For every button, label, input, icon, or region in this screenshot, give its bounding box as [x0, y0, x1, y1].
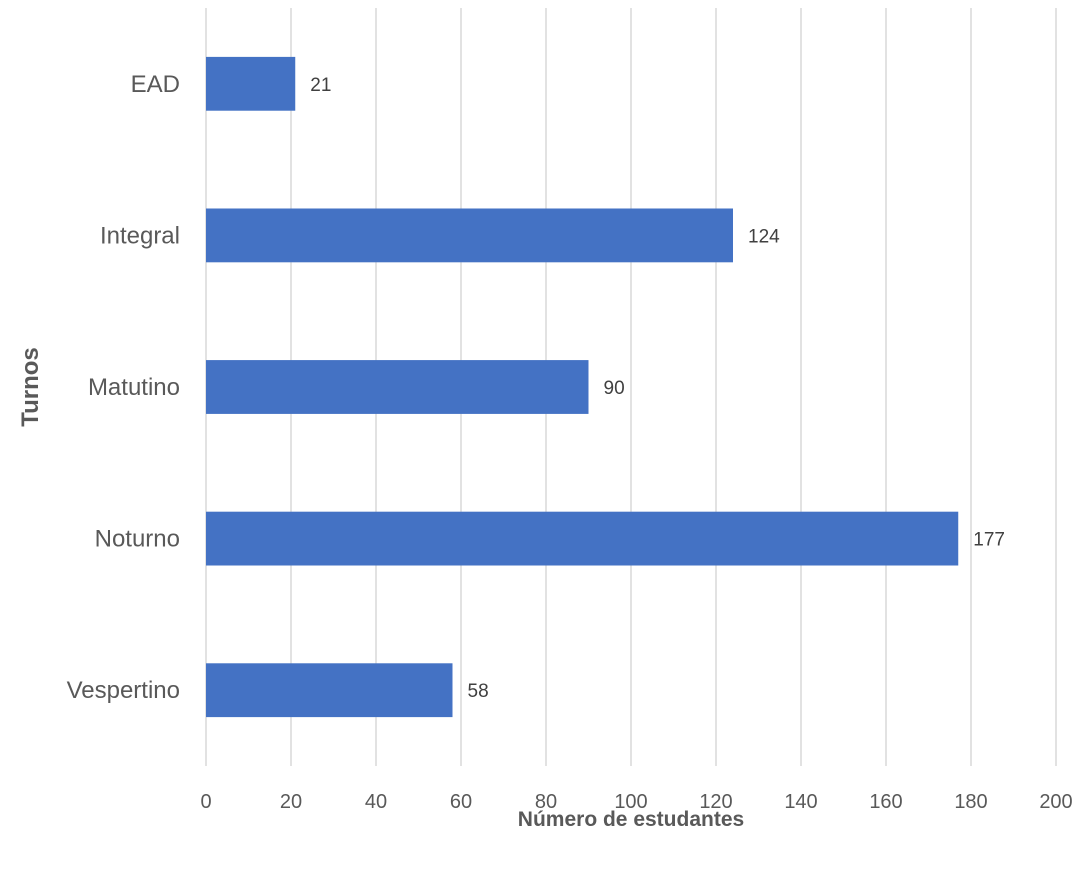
- data-label-vespertino: 58: [468, 681, 489, 702]
- bars: [206, 56, 959, 718]
- category-labels: EAD Integral Matutino Noturno Vespertino: [67, 71, 180, 704]
- x-tick-label: 20: [280, 791, 302, 813]
- bar-noturno: [206, 511, 959, 566]
- x-tick-label: 180: [954, 791, 987, 813]
- x-tick-label: 80: [535, 791, 557, 813]
- data-labels: 21 124 90 177 58: [310, 75, 1005, 702]
- category-label-matutino: Matutino: [88, 374, 180, 401]
- data-label-ead: 21: [310, 75, 331, 96]
- y-axis-title: Turnos: [17, 347, 44, 427]
- bar-matutino: [206, 360, 589, 414]
- x-axis-title: Número de estudantes: [518, 808, 744, 831]
- data-label-integral: 124: [748, 226, 780, 247]
- x-tick-label: 0: [200, 791, 211, 813]
- x-tick-label: 140: [784, 791, 817, 813]
- data-label-matutino: 90: [604, 378, 625, 399]
- category-label-ead: EAD: [131, 71, 180, 98]
- x-tick-label: 60: [450, 791, 472, 813]
- bar-integral: [206, 208, 733, 263]
- x-tick-label: 120: [699, 791, 732, 813]
- x-tick-label: 200: [1039, 791, 1072, 813]
- category-label-noturno: Noturno: [95, 526, 180, 553]
- x-tick-label: 100: [614, 791, 647, 813]
- x-tick-label: 160: [869, 791, 902, 813]
- x-tick-labels: 0 20 40 60 80 100 120 140 160 180 200: [200, 791, 1072, 813]
- data-label-noturno: 177: [973, 530, 1005, 551]
- x-tick-label: 40: [365, 791, 387, 813]
- bar-ead: [206, 56, 296, 111]
- category-label-vespertino: Vespertino: [67, 677, 180, 704]
- category-label-integral: Integral: [100, 222, 180, 249]
- bar-vespertino: [206, 663, 453, 718]
